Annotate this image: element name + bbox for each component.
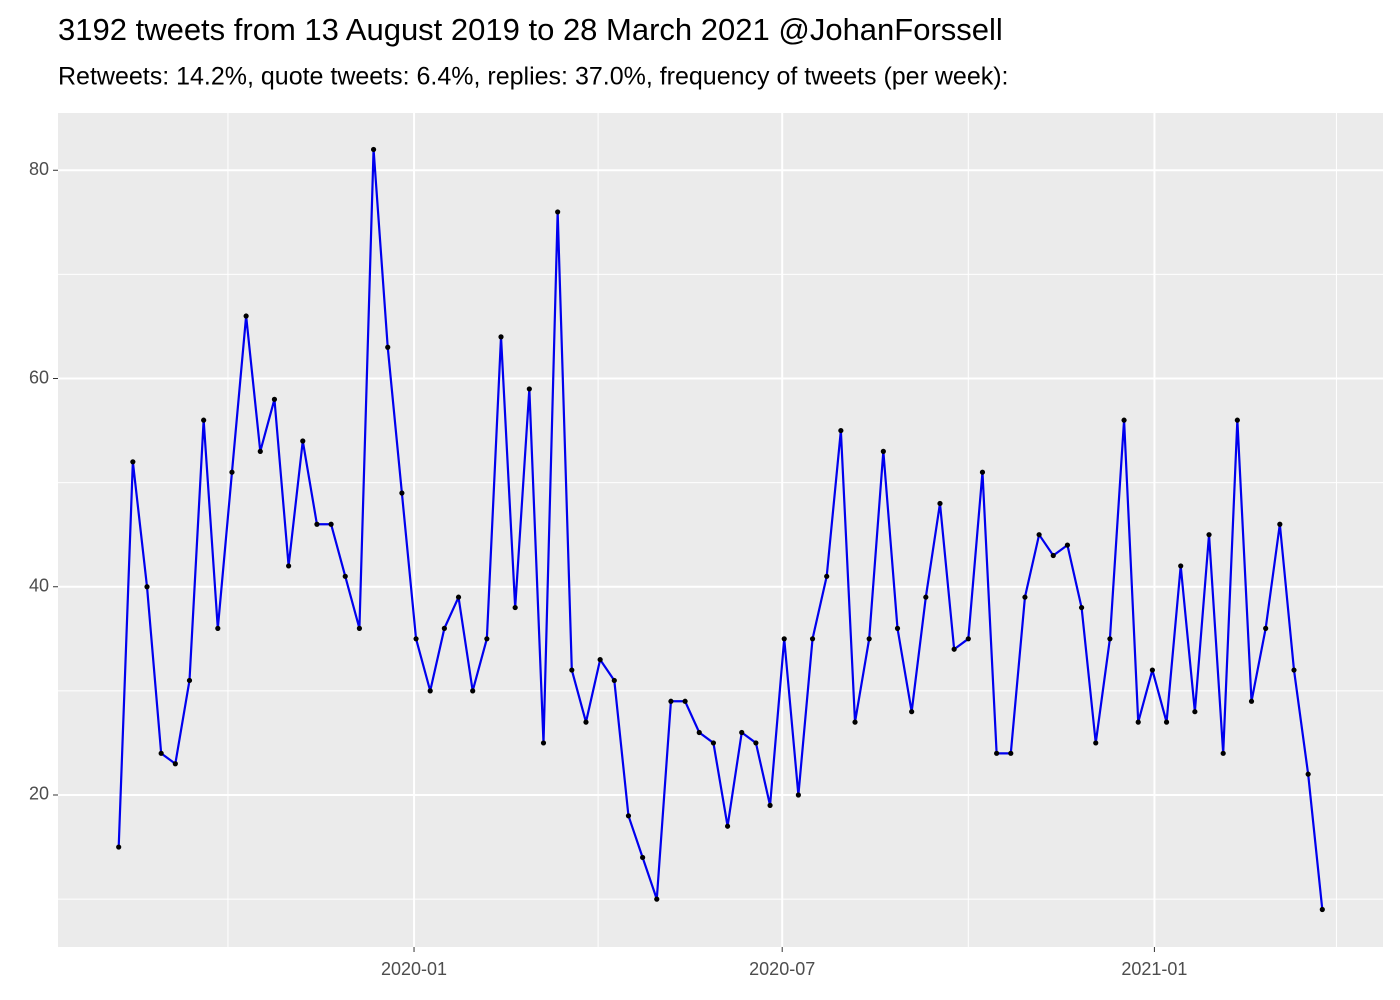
data-point [1064,542,1071,548]
data-point [399,490,405,496]
data-point [1277,521,1283,527]
data-point [852,719,858,725]
data-point [866,636,872,642]
data-point [116,844,122,850]
chart-title: 3192 tweets from 13 August 2019 to 28 Ma… [58,12,1003,47]
data-point [215,625,221,631]
data-point [427,688,433,694]
data-point [455,594,462,600]
data-point [597,657,603,663]
data-point [682,698,688,704]
data-point [286,563,292,569]
data-point [271,396,278,402]
data-point [894,625,901,631]
data-point [1291,667,1297,673]
data-point [555,209,561,215]
data-point [484,636,490,642]
y-tick-label: 80 [29,159,49,179]
data-point [1121,417,1127,423]
data-point [1008,750,1014,756]
data-point [923,594,929,600]
data-point [1093,740,1099,746]
data-point [370,146,377,153]
data-point [314,521,320,527]
y-tick-label: 60 [29,367,49,387]
data-point [441,625,447,631]
data-point [1050,552,1056,559]
data-point [753,740,759,746]
data-point [172,761,178,767]
data-point [781,636,787,642]
data-point [257,448,263,454]
data-point [201,417,207,423]
y-tick-label: 20 [29,784,49,804]
data-point [1178,563,1184,569]
data-point [229,469,235,475]
data-point [1078,604,1085,611]
data-point [1248,698,1255,704]
data-point [1206,532,1212,538]
x-tick-label: 2020-01 [381,959,447,979]
data-point [640,854,646,861]
data-point [951,646,957,652]
data-point [696,729,702,736]
data-point [1263,625,1269,631]
data-point [809,636,816,642]
data-point [838,427,844,434]
data-point [739,729,745,736]
data-point [1107,636,1113,642]
data-point [1036,532,1042,538]
data-point [654,896,660,902]
data-point [498,334,504,340]
data-point [937,500,943,507]
data-point [1149,667,1155,673]
data-point [909,709,915,715]
data-point [385,344,391,350]
data-point [979,469,986,475]
data-point [795,792,801,798]
data-point [158,750,164,756]
data-point [186,677,193,684]
data-point [611,677,617,684]
data-point [526,386,532,392]
data-point [1163,719,1170,725]
data-point [1192,709,1198,715]
data-point [300,438,306,444]
plot-panel [58,113,1383,947]
data-point [569,667,575,673]
data-point [724,823,731,829]
data-point [880,448,886,454]
data-point [1135,719,1141,725]
data-point [625,813,632,819]
data-point [1220,750,1226,756]
data-point [824,573,830,579]
data-point [342,573,348,579]
x-tick-label: 2020-07 [749,959,815,979]
data-point [767,802,773,808]
data-point [994,750,1000,756]
data-point [1234,417,1240,423]
data-point [583,719,589,725]
data-point [540,740,547,746]
data-point [668,698,674,704]
data-point [144,584,150,590]
data-point [470,688,476,694]
data-point [243,313,249,319]
data-point [328,521,334,527]
y-tick-label: 40 [29,575,49,595]
x-tick-label: 2021-01 [1121,959,1187,979]
data-point [512,604,518,611]
data-point [1022,594,1028,600]
data-point [413,636,419,642]
data-point [1305,771,1311,777]
data-point [356,625,363,631]
data-point [1319,906,1325,913]
data-point [965,636,971,642]
data-point [130,459,136,465]
chart-subtitle: Retweets: 14.2%, quote tweets: 6.4%, rep… [58,63,1009,91]
data-point [710,740,717,746]
